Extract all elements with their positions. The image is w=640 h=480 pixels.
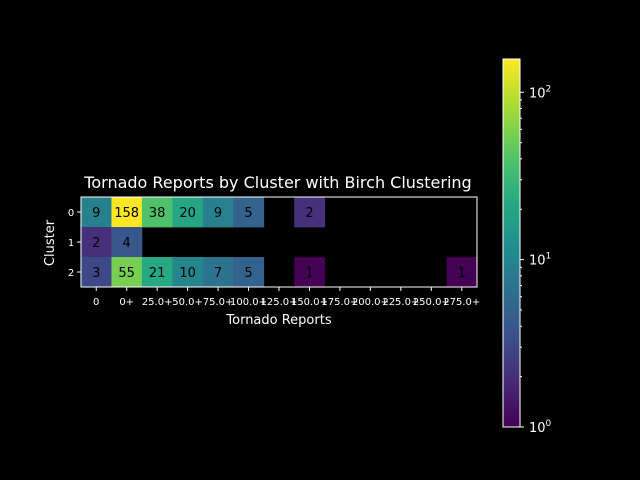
colorbar-tick-label: 101 (529, 252, 551, 269)
x-tick-label: 100.0+ (230, 297, 267, 308)
x-axis-ticks: 0 0+ 25.0+ 50.0+ 75.0+100.0+125.0+150.0+175.… (93, 287, 480, 308)
cell-value-label: 9 (92, 206, 100, 221)
heatmap-cell (81, 227, 112, 258)
heatmap-cell (202, 257, 234, 288)
x-tick-label: 25.0+ (142, 297, 173, 308)
heatmap-cell (172, 197, 204, 228)
colorbar: 100 101 102 (502, 58, 552, 436)
heatmap-cell (294, 257, 326, 288)
heatmap-cell (81, 257, 112, 288)
y-tick-label: 1 (68, 238, 74, 249)
x-tick-label: 200.0+ (352, 297, 389, 308)
chart-title: Tornado Reports by Cluster with Birch Cl… (83, 173, 471, 192)
cell-value-label: 4 (123, 236, 131, 251)
colorbar-frame (502, 58, 521, 428)
x-tick-label: 275.0+ (443, 297, 480, 308)
cell-value-label: 55 (118, 266, 135, 281)
x-tick-label: 225.0+ (382, 297, 419, 308)
cell-value-label: 5 (244, 266, 252, 281)
heatmap-cell (294, 197, 326, 228)
x-tick-label: 50.0+ (172, 297, 203, 308)
cell-value-label: 21 (149, 266, 166, 281)
cell-value-label: 1 (458, 266, 466, 281)
cell-value-label: 9 (214, 206, 222, 221)
cell-value-label: 5 (244, 206, 252, 221)
heatmap-cell (111, 257, 143, 288)
y-axis-ticks: 0 1 2 (68, 208, 81, 279)
heatmap-cell (81, 197, 112, 228)
heatmap-cell (111, 227, 143, 258)
colorbar-ticks: 100 101 102 (520, 84, 552, 436)
x-tick-label: 125.0+ (260, 297, 297, 308)
heatmap-cell (233, 257, 265, 288)
cell-value-label: 1 (305, 266, 313, 281)
cell-value-label: 7 (214, 266, 222, 281)
heatmap-cell (141, 197, 173, 228)
heatmap-cell (172, 257, 204, 288)
colorbar-tick-label: 100 (529, 419, 552, 436)
x-tick-label: 175.0+ (321, 297, 358, 308)
heatmap-cell (446, 257, 478, 288)
x-tick-label: 0 (93, 297, 99, 308)
x-tick-label: 150.0+ (291, 297, 328, 308)
x-axis-label: Tornado Reports (225, 313, 331, 328)
heatmap-cell (141, 257, 173, 288)
colorbar-gradient (503, 59, 520, 427)
x-tick-label: 75.0+ (203, 297, 234, 308)
y-axis-label: Cluster (43, 219, 58, 266)
cell-value-label: 3 (92, 266, 100, 281)
heatmap-cells (81, 197, 478, 288)
y-tick-label: 0 (68, 208, 74, 219)
cell-labels: 9 158 38 20 9 5 2 2 4 3 55 21 10 7 5 1 1 (92, 206, 466, 281)
cell-value-label: 2 (92, 236, 100, 251)
heatmap-cell (111, 197, 143, 228)
y-tick-label: 2 (68, 268, 74, 279)
cell-value-label: 38 (149, 206, 166, 221)
heatmap-cell (233, 197, 265, 228)
cell-value-label: 10 (179, 266, 196, 281)
x-tick-label: 0+ (119, 297, 134, 308)
cell-value-label: 158 (114, 206, 139, 221)
cell-value-label: 2 (305, 206, 313, 221)
cell-value-label: 20 (179, 206, 196, 221)
x-tick-label: 250.0+ (413, 297, 450, 308)
heatmap-cell (202, 197, 234, 228)
colorbar-tick-label: 102 (529, 84, 551, 101)
